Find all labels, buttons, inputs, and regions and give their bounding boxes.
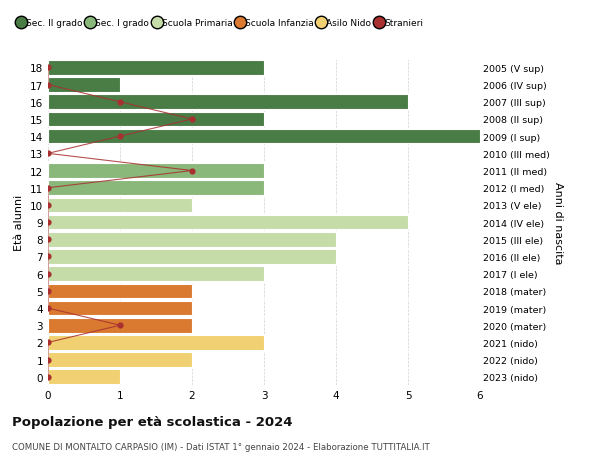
Bar (48, 336, 264, 350)
Bar (48, 232, 336, 247)
Bar (48, 164, 264, 179)
Bar (48, 353, 192, 367)
Bar (48, 112, 264, 127)
Y-axis label: Anni di nascita: Anni di nascita (553, 181, 563, 264)
Bar (48, 95, 408, 110)
Bar (48, 61, 264, 76)
Bar (48, 129, 480, 144)
Bar (48, 78, 120, 93)
Legend: Sec. II grado, Sec. I grado, Scuola Primaria, Scuola Infanzia, Asilo Nido, Stran: Sec. II grado, Sec. I grado, Scuola Prim… (15, 15, 427, 32)
Bar (48, 369, 120, 384)
Bar (48, 250, 336, 264)
Bar (48, 267, 264, 281)
Bar (48, 181, 264, 196)
Text: COMUNE DI MONTALTO CARPASIO (IM) - Dati ISTAT 1° gennaio 2024 - Elaborazione TUT: COMUNE DI MONTALTO CARPASIO (IM) - Dati … (12, 442, 430, 451)
Bar (48, 301, 192, 316)
Bar (48, 215, 408, 230)
Text: Popolazione per età scolastica - 2024: Popolazione per età scolastica - 2024 (12, 415, 293, 428)
Y-axis label: Età alunni: Età alunni (14, 195, 25, 251)
Bar (48, 198, 192, 213)
Bar (48, 318, 192, 333)
Bar (48, 284, 192, 298)
